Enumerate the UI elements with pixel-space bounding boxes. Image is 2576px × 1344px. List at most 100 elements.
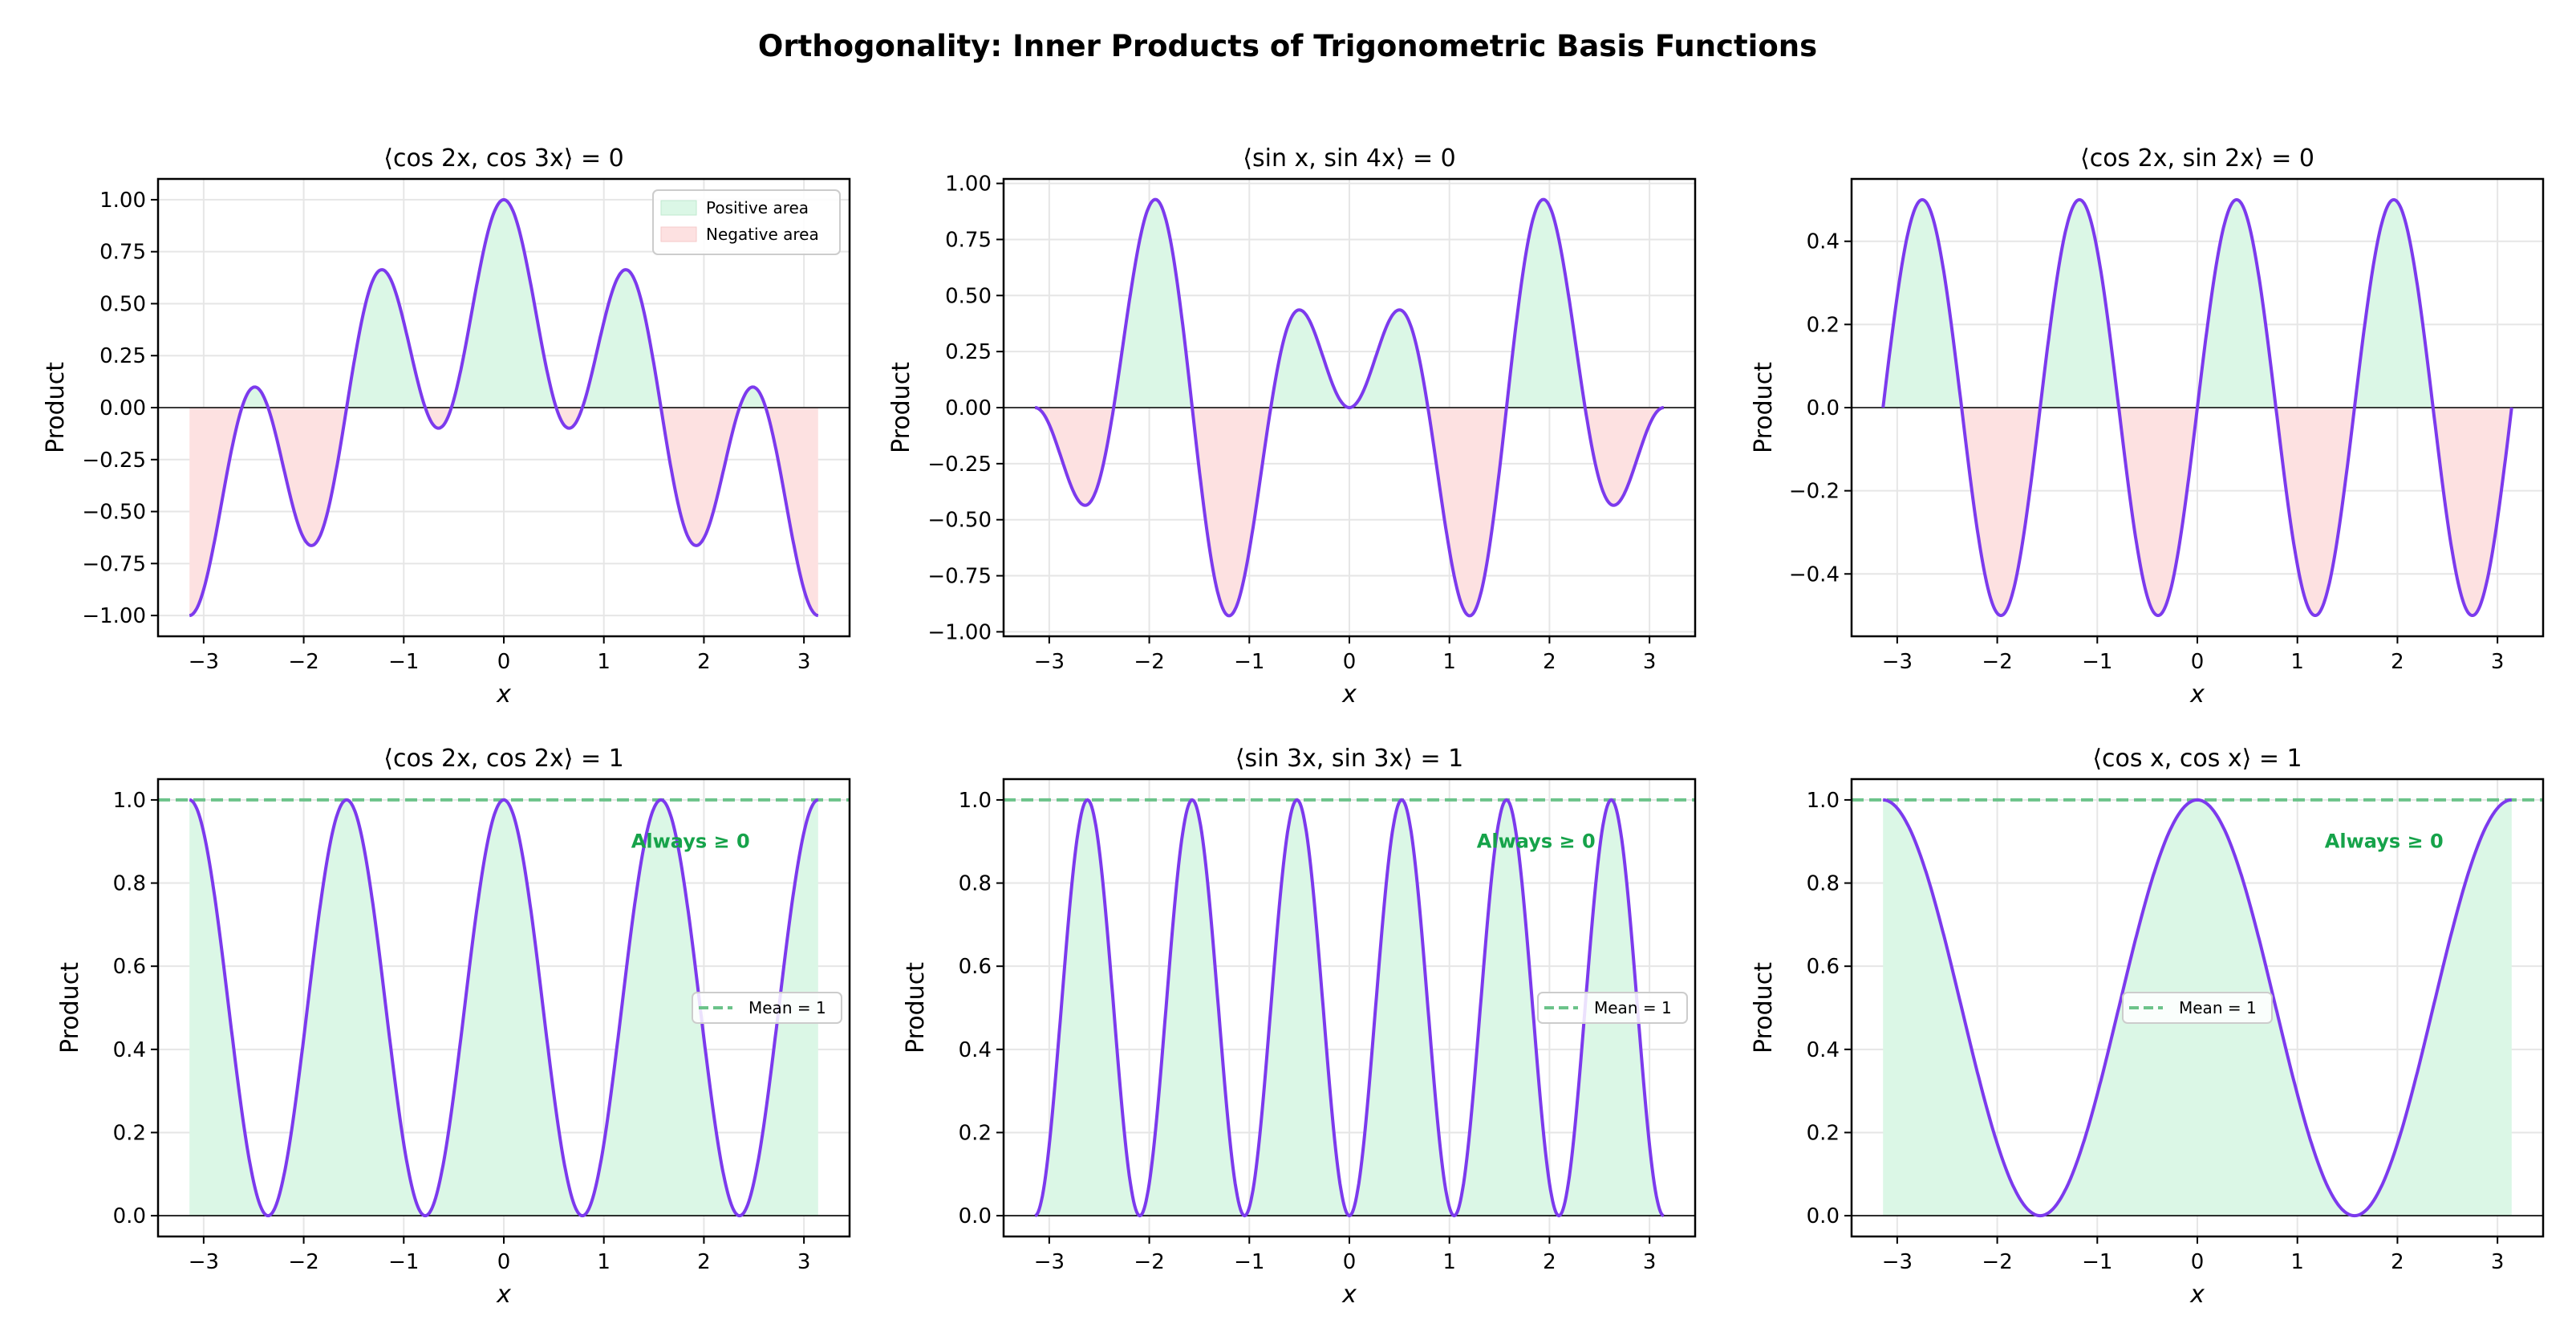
subplot-5: −3 −2 −1 0 1 2 3 0.0 0.2 0.4 0.6 0.8 1.0 ⟨sin 3x, sin… xyxy=(902,745,1697,1309)
legend-box xyxy=(2122,992,2273,1024)
y-tick-label: 0.75 xyxy=(99,241,146,265)
legend-label: Mean = 1 xyxy=(1594,998,1672,1017)
y-tick-label: 0.0 xyxy=(1807,396,1840,420)
x-tick-label: −2 xyxy=(1134,1250,1164,1274)
y-tick-label: −1.00 xyxy=(82,604,146,628)
y-tick-label: 1.0 xyxy=(1807,789,1840,813)
legend-label: Negative area xyxy=(706,225,819,244)
y-axis-label: Product xyxy=(1750,962,1778,1054)
x-tick-label: −2 xyxy=(288,1250,318,1274)
legend-label: Mean = 1 xyxy=(748,998,826,1017)
x-tick-label: −3 xyxy=(1882,1250,1913,1274)
y-tick-label: −0.25 xyxy=(82,449,146,473)
y-tick-label: −0.50 xyxy=(82,501,146,525)
x-tick-label: −2 xyxy=(288,650,318,674)
product-curve xyxy=(1881,198,2513,617)
positive-area xyxy=(1883,200,2512,408)
x-tick-label: 0 xyxy=(497,650,511,674)
subplot-title: ⟨sin x, sin 4x⟩ = 0 xyxy=(1243,144,1455,173)
subplot-title: ⟨sin 3x, sin 3x⟩ = 1 xyxy=(1235,745,1464,773)
legend: Mean = 1 xyxy=(2122,992,2273,1024)
legend: Positive area Negative area xyxy=(652,189,841,255)
x-tick-label: −2 xyxy=(1982,650,2012,674)
y-tick-label: 0.0 xyxy=(113,1204,146,1228)
x-tick-label: 1 xyxy=(1442,1250,1456,1274)
always-nonnegative-annotation: Always ≥ 0 xyxy=(1477,830,1596,853)
x-tick-label: 3 xyxy=(797,1250,811,1274)
subplot-title: ⟨cos 2x, cos 2x⟩ = 1 xyxy=(383,745,624,773)
legend: Mean = 1 xyxy=(1537,992,1688,1024)
legend-label: Mean = 1 xyxy=(2179,998,2257,1017)
negative-area xyxy=(189,408,818,616)
y-axis-label: Product xyxy=(1750,362,1778,453)
product-curve xyxy=(189,197,819,618)
x-tick-label: −1 xyxy=(2082,1250,2112,1274)
y-axis-label: Product xyxy=(887,362,915,453)
product-curve xyxy=(1035,197,1664,618)
y-tick-label: 0.8 xyxy=(113,872,146,896)
x-tick-label: 1 xyxy=(1442,650,1456,674)
y-axis-label: Product xyxy=(42,362,70,453)
y-tick-label: 0.00 xyxy=(945,396,992,420)
y-tick-label: 0.6 xyxy=(1807,955,1840,979)
x-axis-label: x xyxy=(1341,680,1357,709)
x-tick-label: 3 xyxy=(1643,650,1657,674)
y-tick-label: 0.4 xyxy=(1807,1038,1840,1062)
legend: Mean = 1 xyxy=(692,992,842,1024)
x-tick-label: 2 xyxy=(2391,650,2404,674)
x-tick-label: 2 xyxy=(697,1250,711,1274)
x-tick-label: −3 xyxy=(1882,650,1913,674)
legend-box xyxy=(692,992,842,1024)
y-tick-label: −0.25 xyxy=(927,453,992,477)
figure-title: Orthogonality: Inner Products of Trigono… xyxy=(758,29,1817,63)
y-tick-label: 1.00 xyxy=(99,189,146,213)
x-axis-label: x xyxy=(496,1281,511,1309)
product-curve xyxy=(189,798,819,1218)
y-tick-label: 0.0 xyxy=(959,1204,992,1228)
y-tick-label: −0.4 xyxy=(1789,562,1840,587)
legend-box xyxy=(1537,992,1688,1024)
y-tick-label: 0.75 xyxy=(945,228,992,252)
y-tick-label: 0.0 xyxy=(1807,1204,1840,1228)
always-nonnegative-annotation: Always ≥ 0 xyxy=(631,830,750,853)
x-tick-label: 2 xyxy=(1543,650,1556,674)
x-axis-label: x xyxy=(1341,1281,1357,1309)
y-tick-label: 0.2 xyxy=(113,1121,146,1145)
y-tick-label: −1.00 xyxy=(927,620,992,644)
positive-area xyxy=(1035,799,1664,1216)
legend-swatch-negative xyxy=(660,226,697,242)
subplot-title: ⟨cos x, cos x⟩ = 1 xyxy=(2092,745,2302,773)
subplot-2: −3 −2 −1 0 1 2 3 −1.00 −0.75 −0.50 −0.25 0.00 0.25 0.… xyxy=(887,144,1697,709)
y-tick-label: 0.4 xyxy=(1807,230,1840,254)
x-tick-label: 1 xyxy=(597,1250,611,1274)
x-tick-label: −2 xyxy=(1134,650,1164,674)
y-tick-label: 1.0 xyxy=(113,789,146,813)
x-tick-label: 3 xyxy=(2491,1250,2505,1274)
negative-area xyxy=(1883,408,2512,615)
subplot-3: −3 −2 −1 0 1 2 3 −0.4 −0.2 0.0 0.2 0.4 ⟨cos 2x, sin … xyxy=(1750,144,2545,709)
x-tick-label: 3 xyxy=(2491,650,2505,674)
y-tick-label: 0.4 xyxy=(113,1038,146,1062)
subplot-title: ⟨cos 2x, cos 3x⟩ = 0 xyxy=(383,144,624,173)
y-tick-label: 0.00 xyxy=(99,396,146,420)
subplot-title: ⟨cos 2x, sin 2x⟩ = 0 xyxy=(2080,144,2314,173)
x-tick-label: 0 xyxy=(2191,1250,2205,1274)
x-tick-label: −1 xyxy=(1234,1250,1264,1274)
x-tick-label: 3 xyxy=(797,650,811,674)
x-axis-label: x xyxy=(2189,1281,2205,1309)
y-tick-label: 0.6 xyxy=(113,955,146,979)
y-tick-label: 0.8 xyxy=(1807,872,1840,896)
x-tick-label: 2 xyxy=(697,650,711,674)
legend-swatch-positive xyxy=(660,200,697,216)
x-tick-label: 0 xyxy=(497,1250,511,1274)
y-tick-label: 0.6 xyxy=(959,955,992,979)
x-tick-label: −3 xyxy=(189,1250,219,1274)
y-tick-label: 0.50 xyxy=(945,284,992,308)
y-tick-label: 0.25 xyxy=(99,344,146,368)
x-tick-label: 0 xyxy=(1343,650,1357,674)
negative-area xyxy=(1035,408,1664,616)
positive-area xyxy=(1035,199,1664,408)
subplot-1: −3 −2 −1 0 1 2 3 −1.00 −0.75 −0.50 −0.25 0.00 0.25 0.… xyxy=(42,144,851,709)
y-tick-label: 1.0 xyxy=(959,789,992,813)
